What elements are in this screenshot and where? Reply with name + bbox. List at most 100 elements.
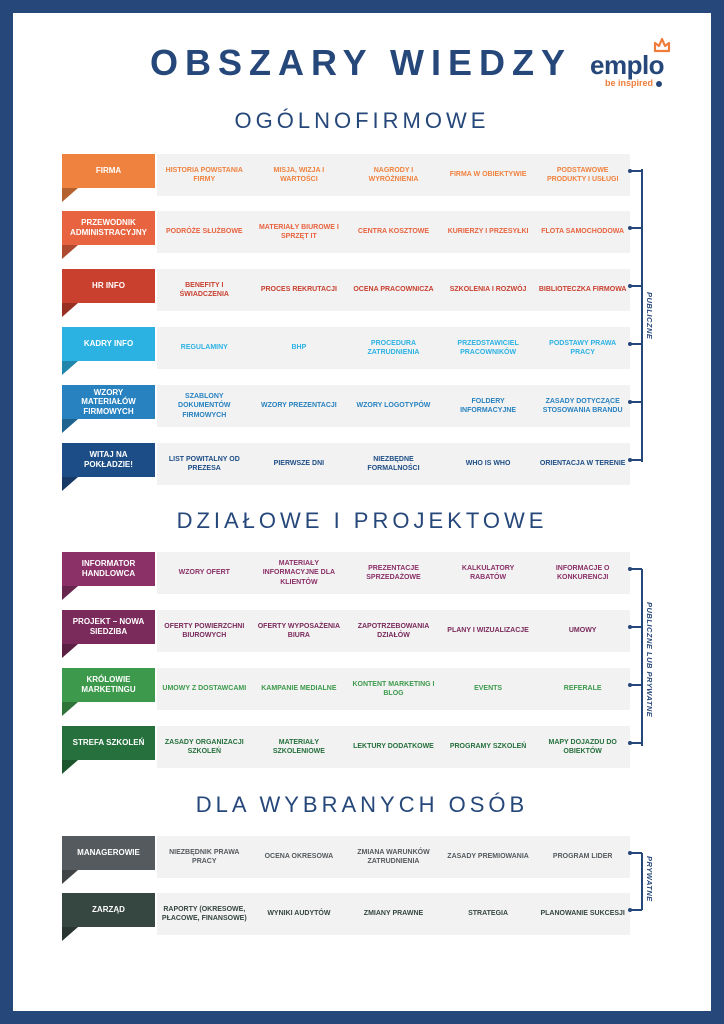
- brace-tick: [630, 401, 642, 403]
- topic-item[interactable]: OCENA OKRESOWA: [264, 853, 334, 861]
- topic-item[interactable]: KONTENT MARKETING I BLOG: [352, 680, 435, 697]
- access-level-label: PRYWATNE: [645, 856, 654, 902]
- topic-item[interactable]: INFORMACJE O KONKURENCJI: [555, 564, 610, 581]
- ribbon-tail: [62, 760, 78, 774]
- topic-item[interactable]: PIERWSZE DNI: [273, 460, 325, 468]
- access-brace: [641, 853, 643, 910]
- topic-item[interactable]: REFERALE: [563, 685, 602, 693]
- topic-item[interactable]: SZKOLENIA I ROZWÓJ: [449, 286, 527, 294]
- topic-item[interactable]: PROCEDURA ZATRUDNIENIA: [367, 339, 420, 356]
- topic-item[interactable]: NAGRODY I WYRÓŻNIENIA: [368, 166, 419, 183]
- section-title: OGÓLNOFIRMOWE: [234, 108, 490, 133]
- topic-item[interactable]: REGULAMINY: [180, 344, 228, 352]
- category-label[interactable]: PRZEWODNIK ADMINISTRACYJNY: [62, 211, 155, 245]
- topic-item[interactable]: BHP: [291, 344, 307, 352]
- row-background: [157, 269, 630, 311]
- topic-item[interactable]: FIRMA W OBIEKTYWIE: [449, 171, 527, 179]
- topic-list: SZABLONY DOKUMENTÓW FIRMOWYCH WZORY PREZE…: [157, 385, 630, 427]
- topic-item[interactable]: OFERTY WYPOSAŻENIA BIURA: [257, 622, 341, 639]
- topic-item[interactable]: FLOTA SAMOCHODOWA: [541, 228, 625, 236]
- brace-dot: [628, 741, 632, 745]
- topic-item[interactable]: KURIERZY I PRZESYŁKI: [447, 228, 529, 236]
- category-label[interactable]: INFORMATOR HANDLOWCA: [62, 552, 155, 586]
- topic-item[interactable]: ZASADY DOTYCZĄCE STOSOWANIA BRANDU: [542, 397, 623, 414]
- topic-item[interactable]: ZMIANY PRAWNE: [363, 910, 424, 918]
- topic-item[interactable]: UMOWY: [568, 627, 597, 635]
- topic-item[interactable]: OFERTY POWIERZCHNI BIUROWYCH: [164, 622, 245, 639]
- topic-item[interactable]: UMOWY Z DOSTAWCAMI: [162, 685, 247, 693]
- topic-item[interactable]: WZORY LOGOTYPÓW: [356, 402, 431, 410]
- category-label[interactable]: STREFA SZKOLEŃ: [62, 726, 155, 760]
- page-title: OBSZARY WIEDZY: [150, 42, 573, 83]
- row-background: [157, 836, 630, 878]
- category-label[interactable]: MANAGEROWIE: [62, 836, 155, 870]
- section-title: DLA WYBRANYCH OSÓB: [195, 792, 529, 817]
- topic-item[interactable]: PRZEDSTAWICIEL PRACOWNIKÓW: [457, 339, 519, 356]
- topic-item[interactable]: ZASADY PREMIOWANIA: [447, 853, 529, 861]
- row-background: [157, 154, 630, 196]
- category-label[interactable]: HR INFO: [62, 269, 155, 303]
- topic-item[interactable]: CENTRA KOSZTOWE: [357, 228, 430, 236]
- ribbon-tail: [62, 586, 78, 600]
- topic-item[interactable]: SZABLONY DOKUMENTÓW FIRMOWYCH: [178, 393, 231, 419]
- topic-item[interactable]: MISJA, WIZJA I WARTOŚCI: [273, 166, 325, 183]
- category-label[interactable]: KRÓLOWIE MARKETINGU: [62, 668, 155, 702]
- topic-item[interactable]: WZORY PREZENTACJI: [261, 402, 337, 410]
- topic-item[interactable]: ZMIANA WARUNKÓW ZATRUDNIENIA: [357, 848, 430, 865]
- category-label[interactable]: ZARZĄD: [62, 893, 155, 927]
- brace-dot: [628, 169, 632, 173]
- topic-item[interactable]: RAPORTY (OKRESOWE, PŁACOWE, FINANSOWE): [161, 905, 247, 922]
- topic-item[interactable]: MATERIAŁY INFORMACYJNE DLA KLIENTÓW: [262, 560, 336, 586]
- category-label[interactable]: WZORY MATERIAŁÓW FIRMOWYCH: [62, 385, 155, 419]
- topic-item[interactable]: MATERIAŁY BIUROWE I SPRZĘT IT: [258, 223, 339, 240]
- crown-icon: [653, 37, 671, 53]
- topic-item[interactable]: KALKULATORY RABATÓW: [461, 564, 515, 581]
- row-background: [157, 211, 630, 253]
- topic-item[interactable]: PLANOWANIE SUKCESJI: [540, 910, 625, 918]
- topic-item[interactable]: PODSTAWY PRAWA PRACY: [549, 339, 617, 356]
- topic-item[interactable]: MAPY DOJAZDU DO OBIEKTÓW: [548, 738, 617, 755]
- topic-item[interactable]: BIBLIOTECZKA FIRMOWA: [538, 286, 627, 294]
- topic-item[interactable]: PROGRAM LIDER: [552, 853, 613, 861]
- topic-item[interactable]: PODSTAWOWE PRODUKTY I USŁUGI: [546, 166, 619, 183]
- brace-dot: [628, 908, 632, 912]
- topic-item[interactable]: OCENA PRACOWNICZA: [353, 286, 434, 294]
- category-label[interactable]: FIRMA: [62, 154, 155, 188]
- topic-item[interactable]: FOLDERY INFORMACYJNE: [460, 397, 517, 414]
- topic-item[interactable]: ZAPOTRZEBOWANIA DZIAŁÓW: [357, 622, 430, 639]
- topic-item[interactable]: LIST POWITALNY OD PREZESA: [168, 455, 240, 472]
- topic-item[interactable]: LEKTURY DODATKOWE: [353, 743, 434, 751]
- topic-item[interactable]: KAMPANIE MEDIALNE: [261, 685, 337, 693]
- topic-item[interactable]: PODRÓŻE SŁUŻBOWE: [165, 228, 243, 236]
- category-row: MANAGEROWIE NIEZBĘDNIK PRAWA PRACY OCENA O…: [62, 836, 630, 886]
- row-background: [157, 726, 630, 768]
- topic-item[interactable]: PLANY I WIZUALIZACJE: [447, 627, 529, 635]
- topic-item[interactable]: ZASADY ORGANIZACJI SZKOLEŃ: [164, 738, 244, 755]
- category-label[interactable]: PROJEKT – NOWA SIEDZIBA: [62, 610, 155, 644]
- category-row: INFORMATOR HANDLOWCA WZORY OFERT MATERIAŁY…: [62, 552, 630, 602]
- topic-item[interactable]: ORIENTACJA W TERENIE: [539, 460, 626, 468]
- ribbon-tail: [62, 477, 78, 491]
- brace-tick: [630, 170, 642, 172]
- topic-item[interactable]: PROGRAMY SZKOLEŃ: [449, 743, 527, 751]
- brace-dot: [628, 342, 632, 346]
- topic-list: LIST POWITALNY OD PREZESA PIERWSZE DNI NIE…: [157, 443, 630, 485]
- topic-item[interactable]: HISTORIA POWSTANIA FIRMY: [165, 166, 243, 183]
- topic-item[interactable]: STRATEGIA: [468, 910, 509, 918]
- logo-tagline: be inspired: [605, 78, 663, 88]
- row-background: [157, 893, 630, 935]
- topic-item[interactable]: WYNIKI AUDYTÓW: [267, 910, 331, 918]
- category-label[interactable]: WITAJ NA POKŁADZIE!: [62, 443, 155, 477]
- topic-item[interactable]: NIEZBĘDNIK PRAWA PRACY: [169, 848, 240, 865]
- row-background: [157, 668, 630, 710]
- topic-item[interactable]: PREZENTACJE SPRZEDAŻOWE: [366, 564, 421, 581]
- topic-item[interactable]: WHO IS WHO: [465, 460, 511, 468]
- category-label[interactable]: KADRY INFO: [62, 327, 155, 361]
- topic-item[interactable]: MATERIAŁY SZKOLENIOWE: [272, 738, 325, 755]
- ribbon-tail: [62, 870, 78, 884]
- topic-item[interactable]: NIEZBĘDNE FORMALNOŚCI: [367, 455, 420, 472]
- topic-item[interactable]: BENEFITY I ŚWIADCZENIA: [179, 281, 229, 298]
- topic-item[interactable]: WZORY OFERT: [178, 569, 230, 577]
- topic-item[interactable]: EVENTS: [474, 685, 503, 693]
- topic-item[interactable]: PROCES REKRUTACJI: [260, 286, 337, 294]
